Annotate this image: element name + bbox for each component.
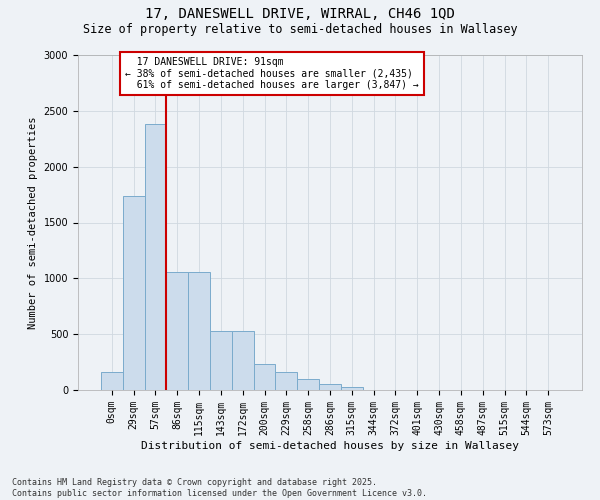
- Text: Size of property relative to semi-detached houses in Wallasey: Size of property relative to semi-detach…: [83, 22, 517, 36]
- Bar: [123, 196, 145, 390]
- Bar: [232, 331, 254, 390]
- Bar: [319, 384, 341, 390]
- Bar: [254, 364, 275, 390]
- Bar: [275, 372, 297, 390]
- Bar: [297, 379, 319, 390]
- Bar: [188, 272, 210, 390]
- Bar: [210, 331, 232, 390]
- Text: 17, DANESWELL DRIVE, WIRRAL, CH46 1QD: 17, DANESWELL DRIVE, WIRRAL, CH46 1QD: [145, 8, 455, 22]
- X-axis label: Distribution of semi-detached houses by size in Wallasey: Distribution of semi-detached houses by …: [141, 440, 519, 450]
- Bar: [101, 372, 123, 390]
- Bar: [341, 386, 363, 390]
- Y-axis label: Number of semi-detached properties: Number of semi-detached properties: [28, 116, 38, 329]
- Bar: [145, 124, 166, 390]
- Bar: [166, 272, 188, 390]
- Text: Contains HM Land Registry data © Crown copyright and database right 2025.
Contai: Contains HM Land Registry data © Crown c…: [12, 478, 427, 498]
- Text: 17 DANESWELL DRIVE: 91sqm
← 38% of semi-detached houses are smaller (2,435)
  61: 17 DANESWELL DRIVE: 91sqm ← 38% of semi-…: [125, 57, 419, 90]
